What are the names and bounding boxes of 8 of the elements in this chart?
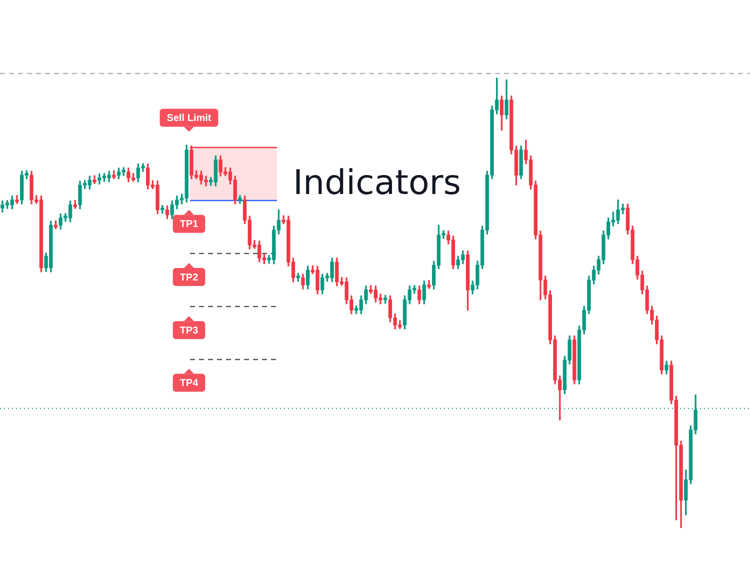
ref-line-label: Sell Limit [166,113,212,124]
ref-line-label: TP3 [180,325,199,336]
candlestick [427,280,431,289]
annotation: Indicators [293,162,461,203]
ref-line-label: TP2 [180,272,199,284]
ref-line-label: TP1 [180,219,199,230]
ref-line-label: TP4 [180,378,199,390]
candlestick [15,195,19,204]
